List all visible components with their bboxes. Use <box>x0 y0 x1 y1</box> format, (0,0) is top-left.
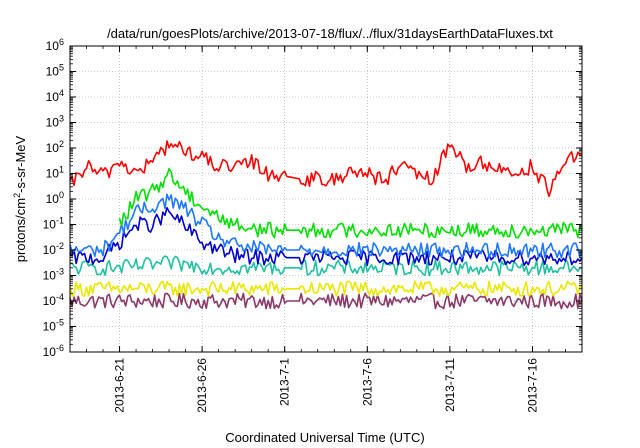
grid <box>70 45 582 353</box>
x-tick-label: 2013-7-1 <box>278 358 292 406</box>
y-tick-labels: 10-6 10-5 10-4 10-3 10-2 10-1 100 101 102 103 104 1… <box>43 37 64 359</box>
x-tick-label: 2013-7-6 <box>360 358 374 406</box>
y-tick-label: 102 <box>46 139 64 155</box>
y-tick-label: 106 <box>46 37 64 53</box>
series-line <box>118 167 583 239</box>
y-tick-label: 105 <box>46 63 64 79</box>
series-line <box>69 193 583 259</box>
series-layer <box>69 140 583 310</box>
x-tick-label: 2013-6-21 <box>113 358 127 413</box>
x-tick-label: 2013-7-16 <box>525 358 539 413</box>
y-tick-label: 10-6 <box>43 343 64 359</box>
y-tick-label: 100 <box>46 190 64 206</box>
chart-title: /data/run/goesPlots/archive/2013-07-18/f… <box>107 26 553 41</box>
ticks <box>69 45 583 353</box>
series-line <box>69 292 583 310</box>
y-tick-label: 103 <box>46 114 64 130</box>
y-tick-label: 10-4 <box>43 292 64 308</box>
y-tick-label: 10-2 <box>43 241 64 257</box>
y-axis-label: protons/cm2-s-sr-MeV <box>12 135 28 262</box>
y-tick-label: 101 <box>46 165 64 181</box>
x-axis-label: Coordinated Universal Time (UTC) <box>225 430 424 445</box>
y-tick-label: 10-3 <box>43 267 64 283</box>
series-line <box>69 140 583 198</box>
x-tick-label: 2013-6-26 <box>195 358 209 413</box>
series-line <box>69 280 583 298</box>
y-tick-label: 10-5 <box>43 318 64 334</box>
x-tick-labels: 2013-6-21 2013-6-26 2013-7-1 2013-7-6 2013-7… <box>113 358 540 413</box>
x-tick-label: 2013-7-11 <box>443 358 457 412</box>
series-line <box>69 255 583 277</box>
y-tick-label: 10-1 <box>43 216 64 232</box>
y-tick-label: 104 <box>46 88 64 104</box>
